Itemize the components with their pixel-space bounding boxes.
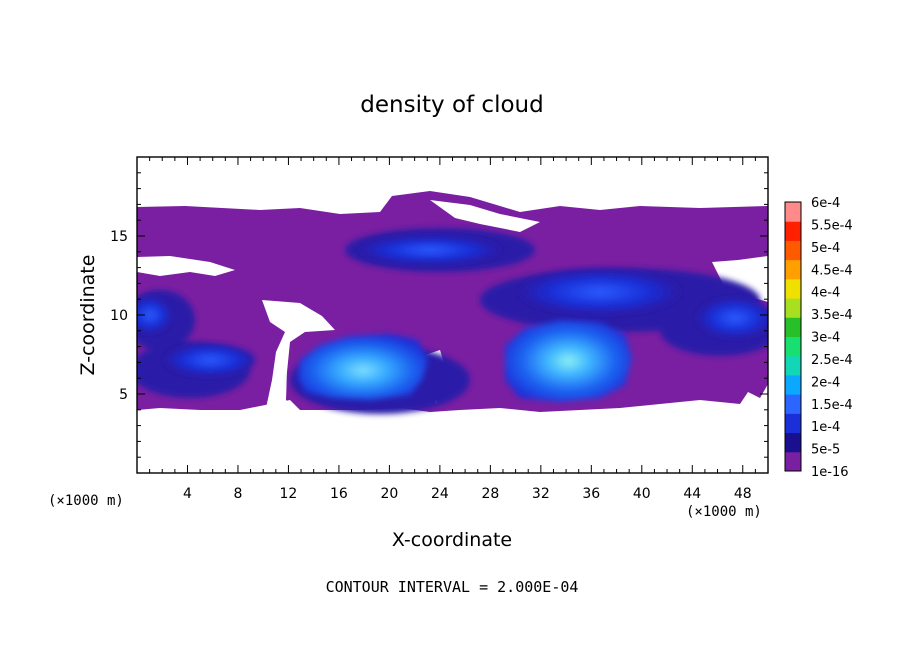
plot-frame bbox=[136, 156, 769, 474]
x-tick-label: 40 bbox=[633, 486, 651, 502]
y-axis-label: Z-coordinate bbox=[77, 255, 99, 376]
colorbar-swatch bbox=[785, 413, 801, 434]
x-tick-label: 8 bbox=[233, 486, 242, 502]
colorbar-label: 1e-16 bbox=[811, 465, 849, 480]
y-tick-label: 10 bbox=[110, 308, 128, 324]
x-tick-label: 44 bbox=[683, 486, 701, 502]
colorbar-swatch bbox=[785, 221, 801, 241]
x-tick-label: 36 bbox=[582, 486, 600, 502]
colorbar-swatch bbox=[785, 336, 801, 357]
colorbar-swatch bbox=[785, 202, 801, 222]
x-tick-labels: 4 8 12 16 20 24 28 32 36 40 44 48 bbox=[183, 486, 752, 502]
core-2-region bbox=[505, 320, 632, 402]
colorbar-swatch bbox=[785, 394, 801, 414]
x-tick-label: 16 bbox=[330, 486, 348, 502]
chart-title: density of cloud bbox=[360, 92, 543, 118]
x-unit-label-left: (×1000 m) bbox=[48, 493, 124, 509]
x-unit-label-right: (×1000 m) bbox=[686, 504, 762, 520]
density-field bbox=[137, 191, 768, 414]
x-tick-label: 12 bbox=[280, 486, 298, 502]
x-tick-label: 24 bbox=[431, 486, 449, 502]
colorbar-swatch bbox=[785, 278, 801, 299]
colorbar-label: 4.5e-4 bbox=[811, 263, 853, 278]
x-tick-label: 28 bbox=[481, 486, 499, 502]
colorbar-swatch bbox=[785, 298, 801, 318]
colorbar-label: 1e-4 bbox=[811, 420, 840, 435]
contour-interval-note: CONTOUR INTERVAL = 2.000E-04 bbox=[326, 578, 579, 596]
colorbar-labels: 1e-16 5e-5 1e-4 1.5e-4 2e-4 2.5e-4 3e-4 3.5e-4 4… bbox=[811, 196, 853, 480]
right-core-region bbox=[697, 298, 768, 338]
core-1-region bbox=[298, 334, 428, 400]
colorbar-swatch bbox=[785, 374, 801, 395]
colorbar-swatch bbox=[785, 240, 801, 261]
colorbar-swatch bbox=[785, 451, 801, 472]
x-tick-label: 48 bbox=[734, 486, 752, 502]
colorbar bbox=[784, 201, 802, 472]
y-tick-label: 15 bbox=[110, 229, 128, 245]
left-core-region bbox=[137, 297, 172, 333]
colorbar-label: 6e-4 bbox=[811, 196, 840, 211]
colorbar-label: 5e-5 bbox=[811, 443, 840, 458]
colorbar-label: 5e-4 bbox=[811, 241, 840, 256]
colorbar-swatch bbox=[785, 259, 801, 280]
colorbar-label: 5.5e-4 bbox=[811, 218, 853, 233]
colorbar-swatch bbox=[785, 432, 801, 453]
x-axis-label: X-coordinate bbox=[392, 529, 512, 551]
colorbar-label: 2e-4 bbox=[811, 375, 840, 390]
x-tick-label: 4 bbox=[183, 486, 192, 502]
colorbar-label: 4e-4 bbox=[811, 286, 840, 301]
colorbar-swatch bbox=[785, 317, 801, 337]
y-tick-labels: 5 10 15 bbox=[110, 229, 128, 403]
colorbar-label: 3.5e-4 bbox=[811, 308, 853, 323]
y-tick-label: 5 bbox=[119, 387, 128, 403]
colorbar-label: 3e-4 bbox=[811, 331, 840, 346]
x-tick-label: 20 bbox=[380, 486, 398, 502]
colorbar-label: 2.5e-4 bbox=[811, 353, 853, 368]
upper-anvil-region bbox=[360, 236, 500, 264]
colorbar-label: 1.5e-4 bbox=[811, 398, 853, 413]
x-tick-label: 32 bbox=[532, 486, 550, 502]
colorbar-swatch bbox=[785, 355, 801, 376]
